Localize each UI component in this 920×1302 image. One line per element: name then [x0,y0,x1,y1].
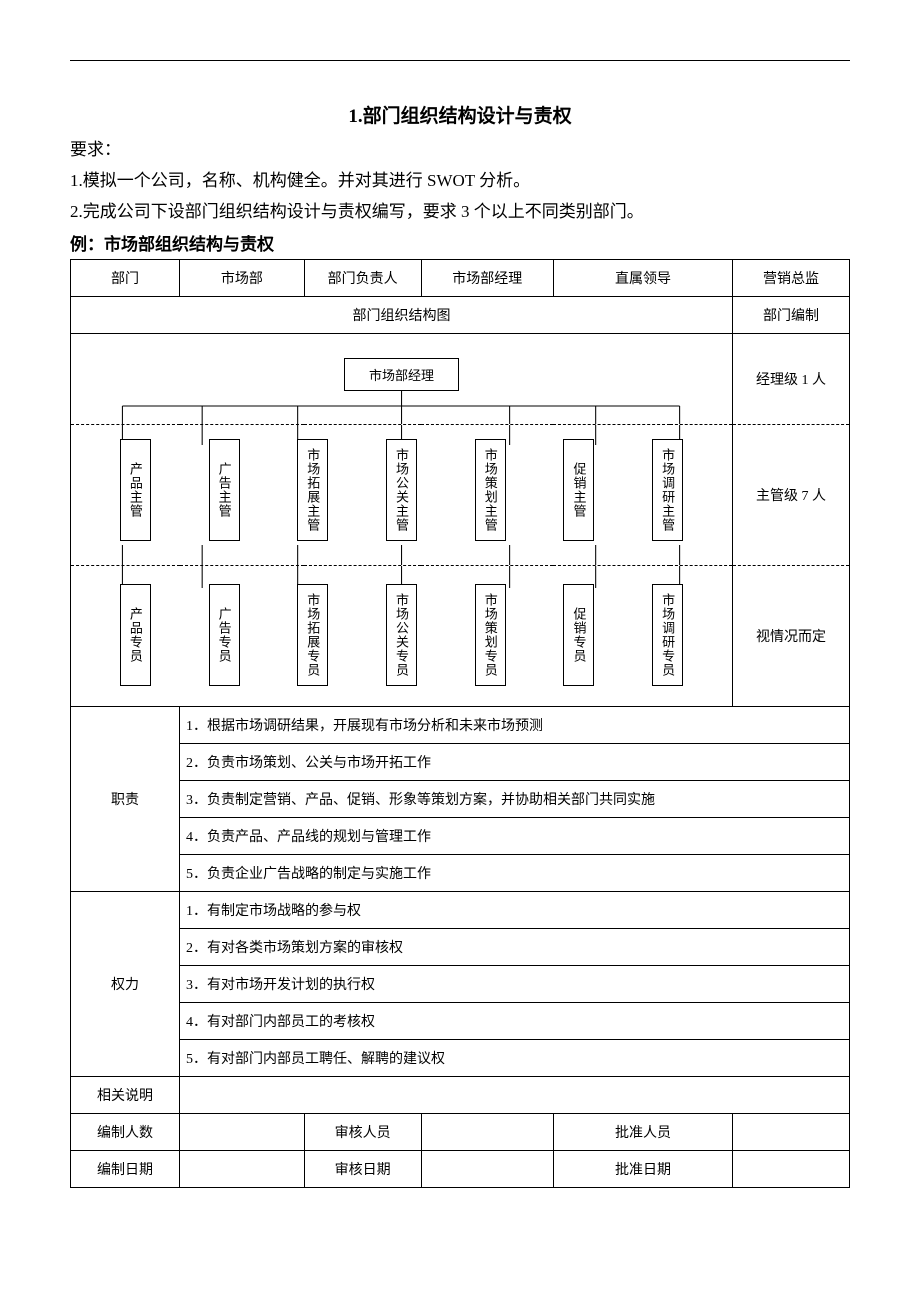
org-supervisor-box: 市场调研主管 [652,439,683,541]
head-label: 部门负责人 [304,259,421,296]
power-item: 5．有对部门内部员工聘任、解聘的建议权 [180,1039,850,1076]
org-supervisor-box: 市场策划主管 [475,439,506,541]
count-label: 编制人数 [71,1113,180,1150]
table-row: 编制人数 审核人员 批准人员 [71,1113,850,1150]
approver-value [733,1113,850,1150]
org-supervisor-box: 广告主管 [209,439,240,541]
duties-label: 职责 [71,706,180,891]
table-row: 部门组织结构图 部门编制 [71,296,850,333]
requirements-label: 要求： [70,136,850,163]
powers-label: 权力 [71,891,180,1076]
table-row: 2．负责市场策划、公关与市场开拓工作 [71,743,850,780]
table-row: 编制日期 审核日期 批准日期 [71,1150,850,1187]
org-supervisor-box: 市场拓展主管 [297,439,328,541]
dept-label: 部门 [71,259,180,296]
duty-item: 4．负责产品、产品线的规划与管理工作 [180,817,850,854]
page: 1.部门组织结构设计与责权 要求： 1.模拟一个公司，名称、机构健全。并对其进行… [0,0,920,1228]
approve-date-label: 批准日期 [553,1150,732,1187]
org-specialist-box: 市场公关专员 [386,584,417,686]
org-specialist-box: 市场拓展专员 [297,584,328,686]
org-chart-cell-1: 市场部经理 [71,333,733,424]
org-supervisor-box: 促销主管 [563,439,594,541]
table-row: 权力 1．有制定市场战略的参与权 [71,891,850,928]
requirement-1: 1.模拟一个公司，名称、机构健全。并对其进行 SWOT 分析。 [70,167,850,194]
table-row: 相关说明 [71,1076,850,1113]
requirement-2: 2.完成公司下设部门组织结构设计与责权编写，要求 3 个以上不同类别部门。 [70,198,850,225]
table-row: 4．有对部门内部员工的考核权 [71,1002,850,1039]
table-row: 3．有对市场开发计划的执行权 [71,965,850,1002]
review-date-label: 审核日期 [304,1150,421,1187]
org-chart-cell-3: 产品专员 广告专员 市场拓展专员 市场公关专员 市场策划专员 促销专员 市场调研… [71,565,733,706]
table-row: 5．有对部门内部员工聘任、解聘的建议权 [71,1039,850,1076]
org-manager-box: 市场部经理 [344,358,459,391]
supervisor-label: 直属领导 [553,259,732,296]
dept-value: 市场部 [180,259,305,296]
reviewer-label: 审核人员 [304,1113,421,1150]
head-value: 市场部经理 [421,259,553,296]
power-item: 1．有制定市场战略的参与权 [180,891,850,928]
duty-item: 1．根据市场调研结果，开展现有市场分析和未来市场预测 [180,706,850,743]
org-specialist-box: 促销专员 [563,584,594,686]
table-row: 4．负责产品、产品线的规划与管理工作 [71,817,850,854]
table-row: 市场部经理 经理级 1 人 [71,333,850,424]
org-chart-cell-2: 产品主管 广告主管 市场拓展主管 市场公关主管 市场策划主管 促销主管 市场调研… [71,424,733,565]
power-item: 4．有对部门内部员工的考核权 [180,1002,850,1039]
review-date-value [421,1150,553,1187]
approver-label: 批准人员 [553,1113,732,1150]
duty-item: 5．负责企业广告战略的制定与实施工作 [180,854,850,891]
date-value [180,1150,305,1187]
staffing-supervisor: 主管级 7 人 [733,424,850,565]
table-row: 产品专员 广告专员 市场拓展专员 市场公关专员 市场策划专员 促销专员 市场调研… [71,565,850,706]
duty-item: 3．负责制定营销、产品、促销、形象等策划方案，并协助相关部门共同实施 [180,780,850,817]
reviewer-value [421,1113,553,1150]
org-supervisor-box: 产品主管 [120,439,151,541]
notes-value [180,1076,850,1113]
notes-label: 相关说明 [71,1076,180,1113]
org-specialist-box: 市场调研专员 [652,584,683,686]
staffing-manager: 经理级 1 人 [733,333,850,424]
top-rule [70,60,850,61]
staffing-header: 部门编制 [733,296,850,333]
table-row: 产品主管 广告主管 市场拓展主管 市场公关主管 市场策划主管 促销主管 市场调研… [71,424,850,565]
table-row: 部门 市场部 部门负责人 市场部经理 直属领导 营销总监 [71,259,850,296]
table-row: 2．有对各类市场策划方案的审核权 [71,928,850,965]
date-label: 编制日期 [71,1150,180,1187]
power-item: 2．有对各类市场策划方案的审核权 [180,928,850,965]
staffing-specialist: 视情况而定 [733,565,850,706]
count-value [180,1113,305,1150]
duty-item: 2．负责市场策划、公关与市场开拓工作 [180,743,850,780]
page-title: 1.部门组织结构设计与责权 [70,101,850,128]
org-supervisor-box: 市场公关主管 [386,439,417,541]
table-row: 3．负责制定营销、产品、促销、形象等策划方案，并协助相关部门共同实施 [71,780,850,817]
table-row: 5．负责企业广告战略的制定与实施工作 [71,854,850,891]
approve-date-value [733,1150,850,1187]
org-specialist-box: 产品专员 [120,584,151,686]
table-row: 职责 1．根据市场调研结果，开展现有市场分析和未来市场预测 [71,706,850,743]
supervisor-value: 营销总监 [733,259,850,296]
power-item: 3．有对市场开发计划的执行权 [180,965,850,1002]
org-table: 部门 市场部 部门负责人 市场部经理 直属领导 营销总监 部门组织结构图 部门编… [70,259,850,1188]
example-label: 例：市场部组织结构与责权 [70,230,850,255]
chart-area-header: 部门组织结构图 [71,296,733,333]
org-specialist-box: 市场策划专员 [475,584,506,686]
org-specialist-box: 广告专员 [209,584,240,686]
